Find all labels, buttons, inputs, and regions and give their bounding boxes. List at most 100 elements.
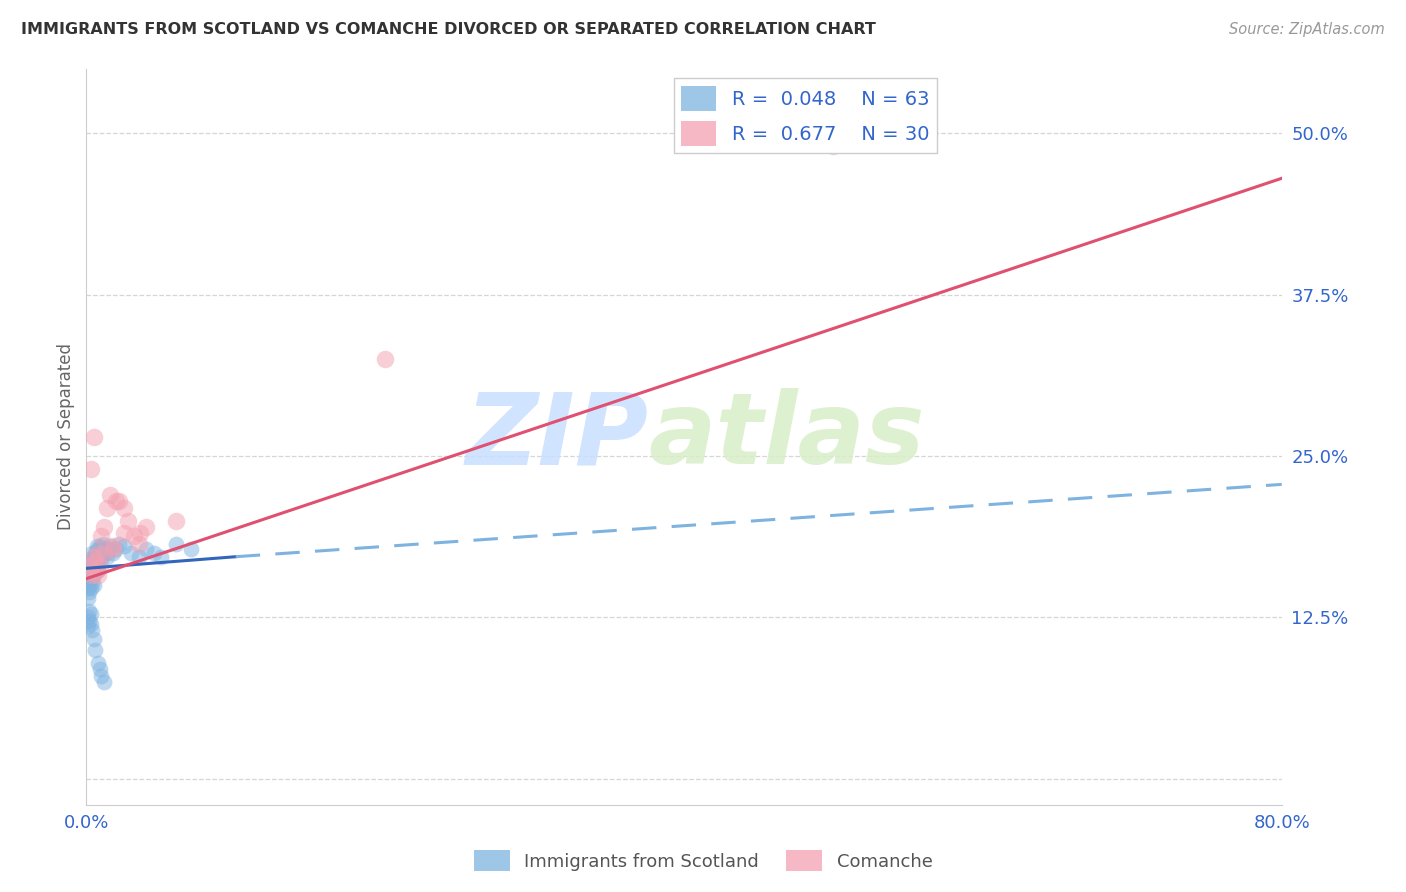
Point <box>84 546 107 560</box>
Point <box>86 549 108 564</box>
Point <box>80 552 103 566</box>
Point <box>94 546 117 560</box>
Point <box>76 581 98 595</box>
Point <box>91 537 114 551</box>
Point <box>105 494 128 508</box>
Point <box>87 541 110 556</box>
Point <box>165 537 187 551</box>
Point <box>83 549 105 564</box>
Legend: Immigrants from Scotland, Comanche: Immigrants from Scotland, Comanche <box>467 843 939 879</box>
Point <box>180 541 202 556</box>
Point <box>128 537 150 551</box>
Point <box>84 642 107 657</box>
Point <box>93 546 115 560</box>
Point <box>76 610 98 624</box>
Point <box>374 352 396 367</box>
Point <box>83 567 105 582</box>
Point <box>93 520 115 534</box>
Point <box>84 555 107 569</box>
Point <box>89 549 111 564</box>
Point <box>83 429 105 443</box>
Point <box>77 565 100 579</box>
Point <box>82 567 104 582</box>
Point <box>120 546 142 560</box>
Point <box>128 549 150 564</box>
Point <box>117 514 139 528</box>
Point <box>82 546 104 560</box>
Point <box>823 139 845 153</box>
Point <box>82 575 104 590</box>
Point <box>84 555 107 569</box>
Point <box>87 552 110 566</box>
Point <box>142 546 165 560</box>
Point <box>76 572 98 586</box>
Point <box>80 572 103 586</box>
Legend: R =  0.048    N = 63, R =  0.677    N = 30: R = 0.048 N = 63, R = 0.677 N = 30 <box>673 78 938 153</box>
Point <box>77 604 100 618</box>
Point <box>165 514 187 528</box>
Point <box>80 462 103 476</box>
Point <box>103 540 125 554</box>
Point <box>76 619 98 633</box>
Point <box>80 581 103 595</box>
Point <box>103 541 125 556</box>
Point <box>90 552 112 566</box>
Point <box>76 591 98 605</box>
Text: atlas: atlas <box>648 388 925 485</box>
Point <box>86 563 108 577</box>
Text: Source: ZipAtlas.com: Source: ZipAtlas.com <box>1229 22 1385 37</box>
Point <box>90 529 112 543</box>
Point <box>86 558 108 573</box>
Point <box>90 668 112 682</box>
Point <box>98 540 121 554</box>
Point <box>77 615 100 629</box>
Point <box>96 500 118 515</box>
Point <box>93 675 115 690</box>
Point <box>91 547 114 561</box>
Point <box>87 567 110 582</box>
Point <box>80 607 103 621</box>
Point <box>77 578 100 592</box>
Point <box>87 546 110 560</box>
Point <box>82 624 104 638</box>
Point <box>82 565 104 579</box>
Point <box>77 584 100 599</box>
Point <box>82 555 104 569</box>
Point <box>89 662 111 676</box>
Point <box>98 488 121 502</box>
Point <box>80 565 103 579</box>
Text: IMMIGRANTS FROM SCOTLAND VS COMANCHE DIVORCED OR SEPARATED CORRELATION CHART: IMMIGRANTS FROM SCOTLAND VS COMANCHE DIV… <box>21 22 876 37</box>
Point <box>129 526 152 541</box>
Point <box>112 526 135 541</box>
Point <box>80 616 103 631</box>
Point <box>83 549 105 564</box>
Point <box>86 540 108 554</box>
Point <box>87 563 110 577</box>
Point <box>77 558 100 573</box>
Point <box>112 500 135 515</box>
Point <box>80 563 103 577</box>
Point <box>150 549 173 564</box>
Point <box>103 546 125 560</box>
Point <box>83 578 105 592</box>
Point <box>83 558 105 573</box>
Point <box>96 549 118 564</box>
Point <box>84 565 107 579</box>
Point <box>89 540 111 554</box>
Point <box>135 541 157 556</box>
Point <box>112 540 135 554</box>
Point <box>83 632 105 647</box>
Point <box>105 541 128 556</box>
Point <box>135 520 157 534</box>
Point <box>90 541 112 556</box>
Point <box>93 541 115 556</box>
Point <box>122 529 145 543</box>
Text: ZIP: ZIP <box>465 388 648 485</box>
Point <box>77 558 100 573</box>
Point <box>108 494 131 508</box>
Point <box>89 558 111 573</box>
Point <box>87 656 110 670</box>
Y-axis label: Divorced or Separated: Divorced or Separated <box>58 343 75 530</box>
Point <box>97 541 120 556</box>
Point <box>108 537 131 551</box>
